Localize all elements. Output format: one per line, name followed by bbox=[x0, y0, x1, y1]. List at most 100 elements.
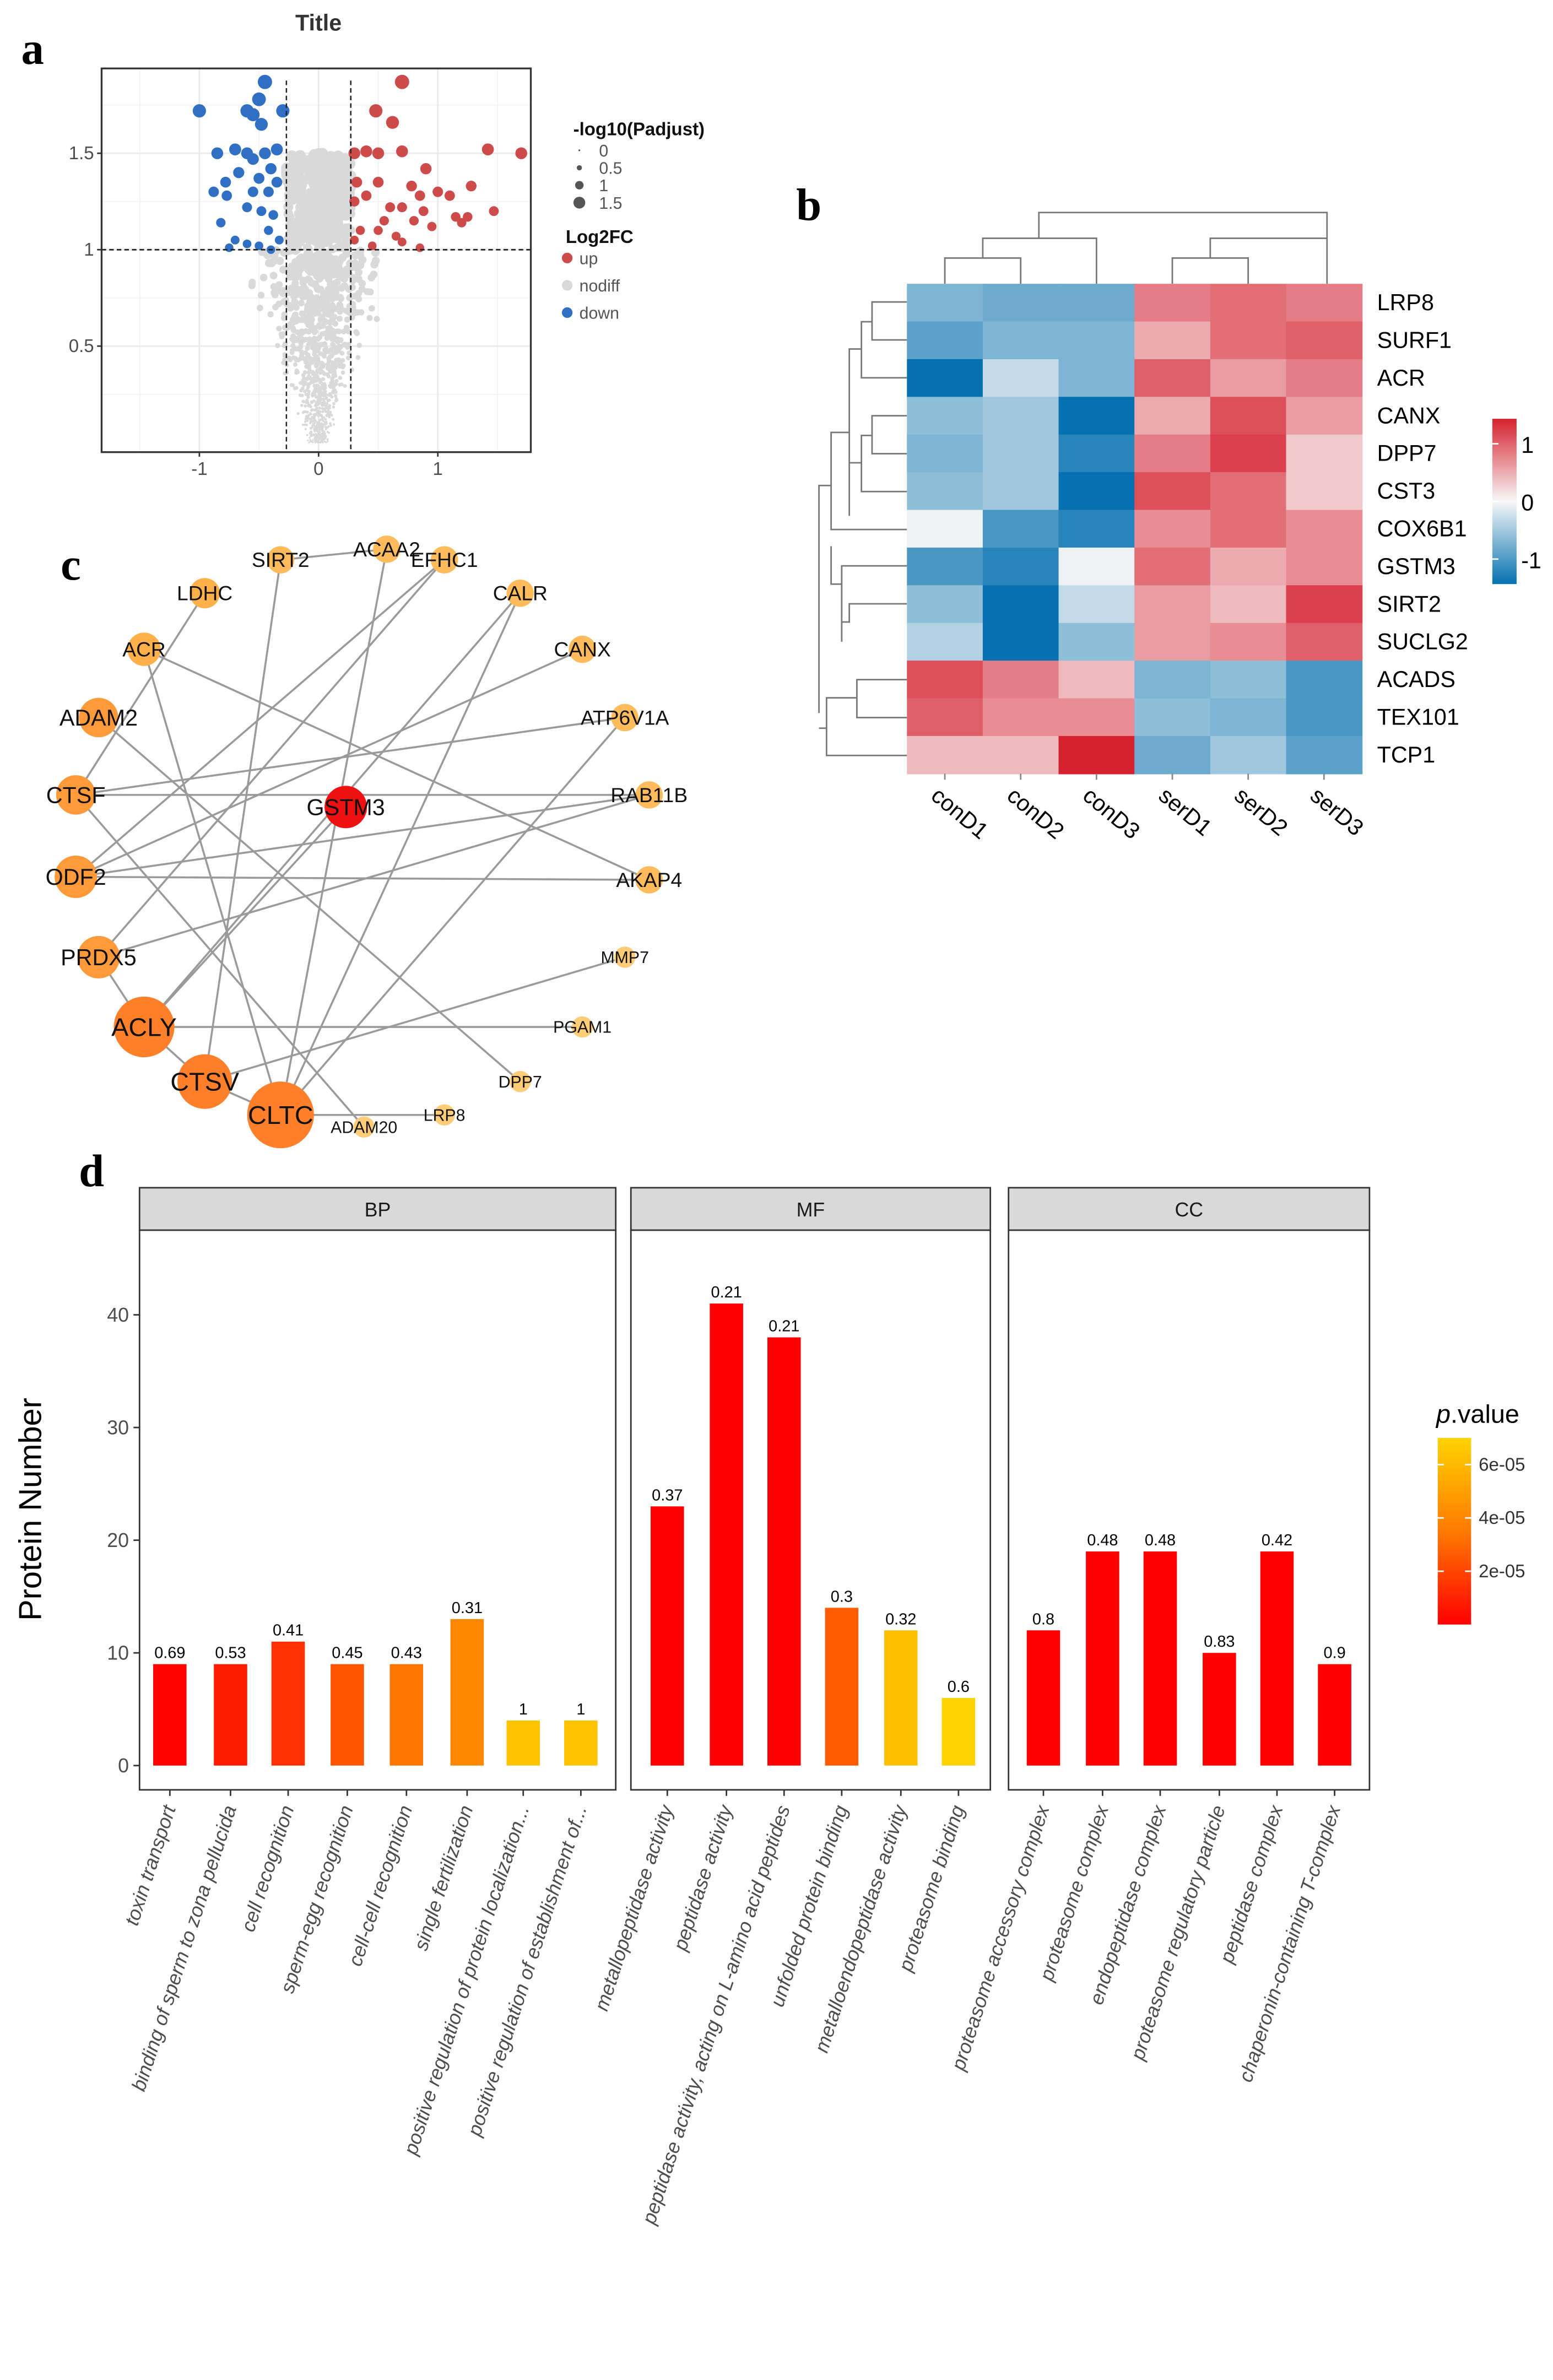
pvalue-legend-title-p: p bbox=[1435, 1400, 1451, 1429]
nodiff-point bbox=[321, 397, 325, 401]
network-node-adam2: ADAM2 bbox=[59, 697, 138, 738]
network-node-gstm3: GSTM3 bbox=[307, 786, 385, 829]
nodiff-point bbox=[305, 416, 308, 420]
network-node-circle bbox=[353, 1116, 375, 1138]
bar bbox=[1143, 1551, 1177, 1766]
nodiff-point bbox=[316, 437, 319, 439]
nodiff-point bbox=[317, 334, 323, 340]
nodiff-point bbox=[292, 311, 299, 318]
nodiff-point bbox=[306, 336, 312, 342]
network-node-circle bbox=[113, 997, 175, 1058]
nodiff-point bbox=[331, 337, 337, 342]
up-point bbox=[427, 221, 437, 231]
nodiff-point bbox=[370, 271, 378, 278]
heatmap-cell bbox=[907, 321, 983, 360]
nodiff-point bbox=[295, 335, 301, 341]
heatmap-cell bbox=[907, 661, 983, 699]
nodiff-point bbox=[324, 436, 327, 439]
row-dendrogram bbox=[818, 301, 907, 756]
network-node-label: CALR bbox=[493, 582, 548, 605]
nodiff-point bbox=[345, 355, 351, 360]
facet-strip bbox=[138, 1187, 617, 1231]
nodiff-point bbox=[302, 400, 306, 404]
network-node-ctsf: CTSF bbox=[46, 775, 106, 815]
bar-value-label: 0.31 bbox=[452, 1599, 483, 1617]
heatmap-cell bbox=[1286, 661, 1363, 699]
nodiff-point bbox=[329, 314, 336, 321]
nodiff-point bbox=[336, 170, 348, 182]
nodiff-point bbox=[325, 441, 327, 443]
heatmap-cell bbox=[1210, 284, 1287, 322]
up-point bbox=[391, 231, 401, 241]
heatmap-cell bbox=[1286, 472, 1363, 511]
heatmap-cell bbox=[1134, 585, 1211, 624]
y-tick-label: 0 bbox=[118, 1755, 129, 1777]
size-legend-dot bbox=[578, 149, 581, 152]
nodiff-point bbox=[332, 423, 336, 426]
category-label: positive regulation of establishment of.… bbox=[463, 1803, 591, 2139]
heatmap-cell bbox=[1210, 321, 1287, 360]
network-node-acaa2: ACAA2 bbox=[353, 536, 420, 563]
network-node-label: PRDX5 bbox=[61, 945, 137, 970]
up-point bbox=[372, 147, 385, 159]
down-point bbox=[265, 163, 277, 175]
nodiff-point bbox=[305, 345, 310, 351]
network-node-label: CTSF bbox=[46, 782, 106, 808]
nodiff-point bbox=[330, 385, 334, 389]
nodiff-point bbox=[305, 424, 308, 426]
nodiff-point bbox=[320, 386, 324, 390]
bar-value-label: 0.53 bbox=[215, 1645, 246, 1662]
nodiff-point bbox=[321, 410, 324, 413]
network-node-label: ODF2 bbox=[46, 864, 106, 890]
network-edge bbox=[75, 794, 650, 878]
heatmap-cell bbox=[907, 472, 983, 511]
y-tick-label: 30 bbox=[107, 1416, 129, 1438]
up-point bbox=[414, 190, 425, 201]
nodiff-point bbox=[355, 268, 363, 277]
network-node-circle bbox=[430, 546, 458, 574]
nodiff-point bbox=[304, 423, 306, 426]
nodiff-point bbox=[344, 188, 355, 199]
heatmap-col-label: conD1 bbox=[927, 782, 993, 844]
nodiff-point bbox=[289, 316, 296, 323]
down-point bbox=[255, 118, 268, 131]
nodiff-point bbox=[323, 345, 329, 351]
nodiff-point bbox=[338, 382, 342, 387]
network-node-akap4: AKAP4 bbox=[616, 866, 682, 894]
network-node-circle bbox=[127, 632, 161, 666]
down-point bbox=[246, 108, 260, 122]
heatmap-cell bbox=[1134, 472, 1211, 511]
network-node-prdx5: PRDX5 bbox=[61, 935, 137, 978]
down-point bbox=[268, 210, 278, 220]
nodiff-point bbox=[318, 380, 323, 385]
nodiff-point bbox=[348, 263, 357, 271]
nodiff-point bbox=[299, 277, 307, 284]
down-point bbox=[211, 147, 224, 159]
nodiff-point bbox=[332, 405, 336, 409]
up-point bbox=[355, 225, 365, 235]
size-legend: -log10(Padjust) 00.511.5 bbox=[573, 118, 705, 213]
nodiff-point bbox=[314, 354, 320, 359]
nodiff-point bbox=[297, 300, 305, 307]
heatmap-cell bbox=[982, 698, 1059, 737]
heatmap-cell bbox=[1134, 321, 1211, 360]
network-node-circle bbox=[509, 1070, 531, 1092]
bar-value-label: 0.45 bbox=[332, 1645, 362, 1662]
category-label: peptidase activity bbox=[669, 1802, 737, 1954]
network-edge bbox=[75, 592, 206, 796]
network-edge bbox=[75, 559, 445, 878]
nodiff-point bbox=[325, 263, 334, 272]
nodiff-point bbox=[329, 381, 333, 385]
down-point bbox=[247, 153, 259, 165]
y-tick-label: 40 bbox=[107, 1304, 129, 1326]
up-point bbox=[360, 145, 372, 158]
nodiff-point bbox=[329, 410, 332, 414]
network-node-mmp7: MMP7 bbox=[600, 946, 649, 968]
bar-value-label: 0.41 bbox=[273, 1622, 304, 1640]
bar bbox=[1203, 1653, 1236, 1766]
nodiff-point bbox=[321, 370, 326, 375]
down-point bbox=[264, 225, 273, 235]
nodiff-point bbox=[290, 348, 295, 353]
